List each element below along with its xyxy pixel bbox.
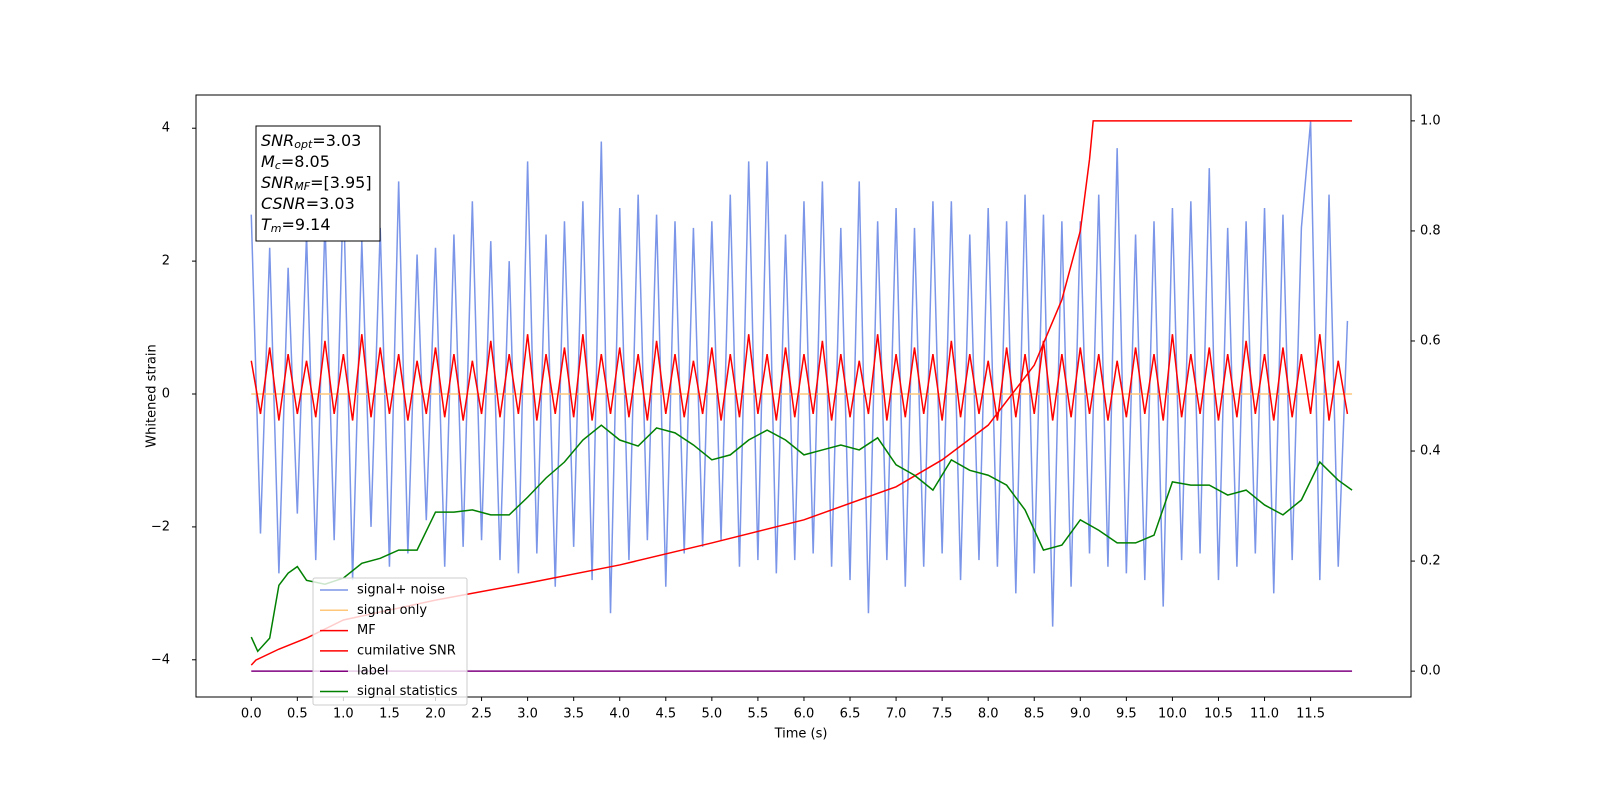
x-tick-label: 9.0 — [1070, 707, 1091, 722]
legend-label: signal only — [357, 603, 427, 618]
x-tick-label: 5.0 — [702, 707, 723, 722]
x-tick-label: 0.0 — [241, 707, 262, 722]
x-tick-label: 6.0 — [794, 707, 815, 722]
y2-tick-label: 0.2 — [1420, 554, 1441, 569]
annotation-value: =3.03 — [312, 131, 361, 150]
y-axis-label: Whitened strain — [145, 344, 160, 447]
x-tick-label: 0.5 — [287, 707, 308, 722]
y2-tick-label: 1.0 — [1420, 113, 1441, 128]
x-tick-label: 2.5 — [471, 707, 492, 722]
y-tick-label: 2 — [162, 254, 170, 269]
annotation: SNRopt=3.03 — [261, 131, 361, 152]
y-tick-label: 0 — [162, 387, 170, 402]
x-tick-label: 4.5 — [655, 707, 676, 722]
annotation: Tm=9.14 — [261, 215, 331, 236]
annotation-subscript: MF — [294, 180, 310, 193]
x-tick-label: 5.5 — [748, 707, 769, 722]
annotation-value: =9.14 — [282, 215, 331, 234]
y2-tick-label: 0.4 — [1420, 444, 1441, 459]
y-tick-label: −2 — [151, 519, 170, 534]
y2-tick-label: 0.8 — [1420, 223, 1441, 238]
annotation-symbol: SNR — [261, 173, 294, 192]
legend-label: signal statistics — [357, 684, 458, 699]
legend-label: cumilative SNR — [357, 643, 456, 658]
x-tick-label: 6.5 — [840, 707, 861, 722]
x-tick-label: 11.5 — [1296, 707, 1325, 722]
x-tick-label: 10.5 — [1204, 707, 1233, 722]
annotation: Mc=8.05 — [261, 152, 330, 173]
x-tick-label: 7.5 — [932, 707, 953, 722]
annotation-symbol: T — [261, 215, 272, 234]
series-line — [250, 334, 1349, 421]
annotation-value: =3.03 — [306, 194, 355, 213]
annotation: CSNR=3.03 — [261, 194, 355, 213]
annotation-symbol: SNR — [261, 131, 294, 150]
x-tick-label: 9.5 — [1116, 707, 1137, 722]
legend-box — [312, 577, 468, 706]
x-axis-label: Time (s) — [774, 727, 828, 742]
series-line — [250, 424, 1353, 653]
y-tick-label: −4 — [151, 652, 170, 667]
x-tick-label: 7.0 — [886, 707, 907, 722]
x-tick-label: 8.0 — [978, 707, 999, 722]
annotation-value: =8.05 — [281, 152, 330, 171]
x-tick-label: 4.0 — [609, 707, 630, 722]
y2-tick-label: 0.6 — [1420, 333, 1441, 348]
annotation-subscript: m — [271, 222, 282, 235]
x-tick-label: 3.0 — [517, 707, 538, 722]
x-tick-label: 10.0 — [1158, 707, 1187, 722]
annotation-value: =[3.95] — [310, 173, 372, 192]
legend-label: signal+ noise — [357, 583, 445, 598]
legend-label: label — [357, 664, 388, 679]
annotation-symbol: M — [261, 152, 275, 171]
x-tick-label: 11.0 — [1250, 707, 1279, 722]
x-tick-label: 8.5 — [1024, 707, 1045, 722]
annotation: SNRMF=[3.95] — [261, 173, 372, 194]
legend-label: MF — [357, 623, 376, 638]
series-line — [250, 120, 1353, 666]
annotation-subscript: opt — [294, 138, 313, 151]
y-tick-label: 4 — [162, 121, 170, 136]
x-tick-label: 3.5 — [563, 707, 584, 722]
annotation-symbol: CSNR — [261, 194, 306, 213]
x-tick-label: 2.0 — [425, 707, 446, 722]
x-tick-label: 1.0 — [333, 707, 354, 722]
x-tick-label: 1.5 — [379, 707, 400, 722]
annotation-box — [255, 125, 381, 242]
y2-tick-label: 0.0 — [1420, 664, 1441, 679]
annotation-subscript: c — [275, 159, 281, 172]
